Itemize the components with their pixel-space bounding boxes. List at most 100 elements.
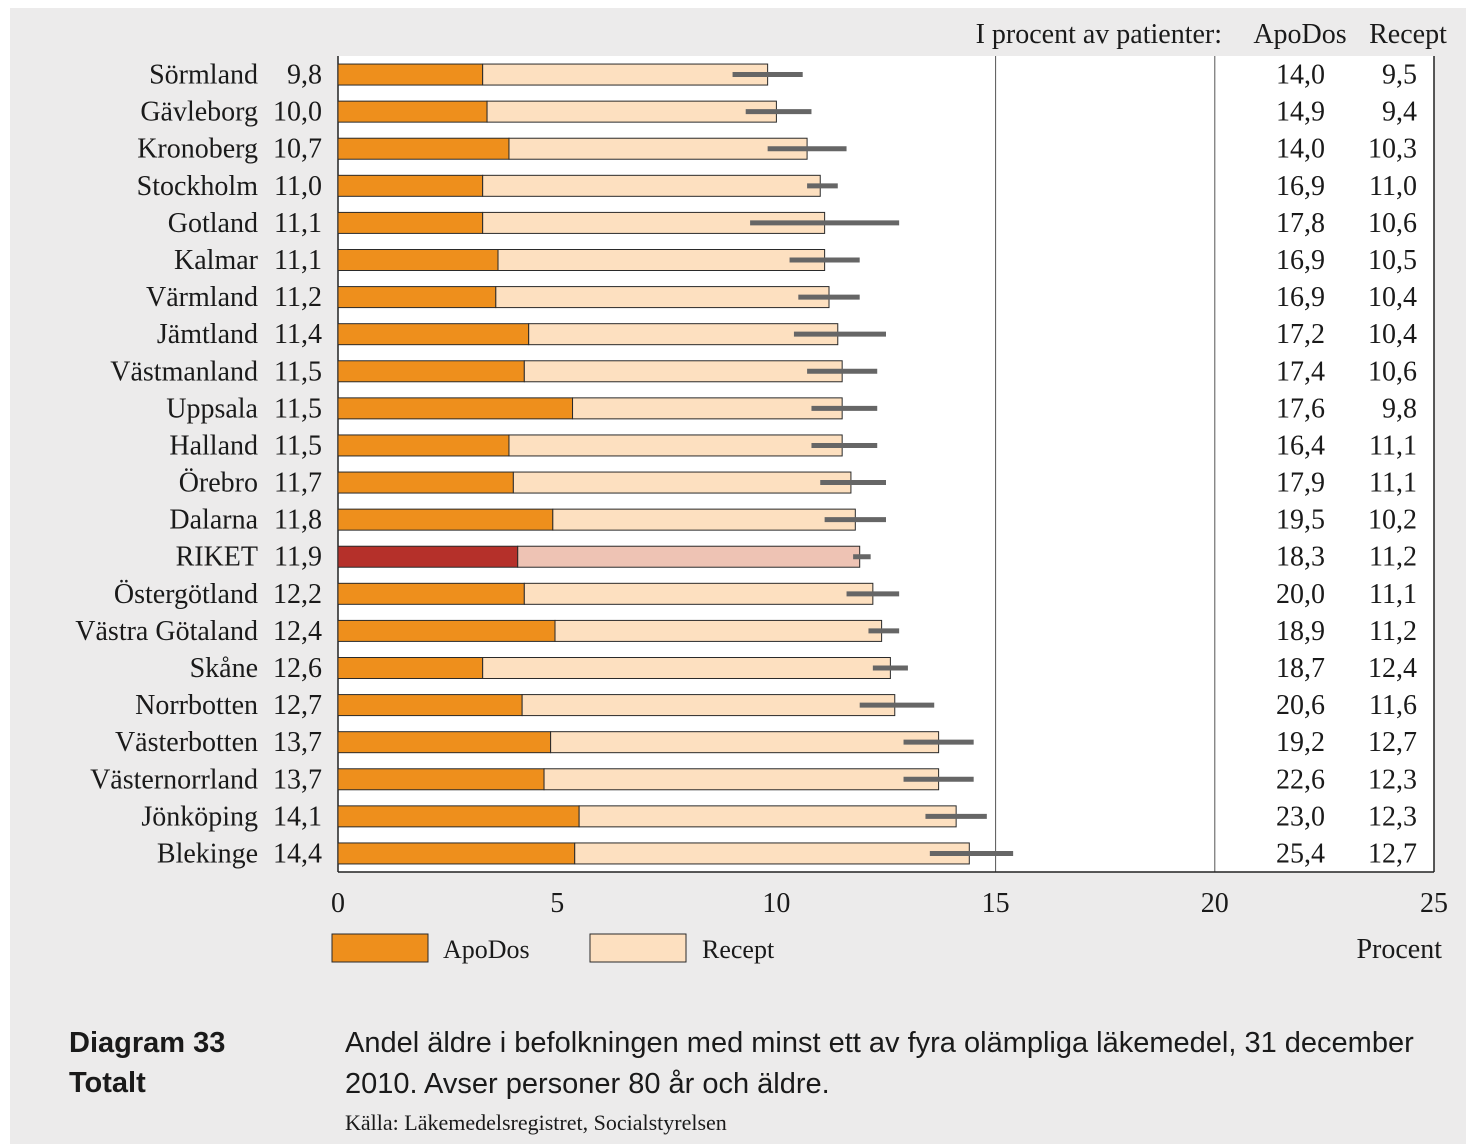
- table-apodos-value: 17,8: [1276, 208, 1325, 239]
- table-recept-value: 10,4: [1368, 282, 1417, 313]
- bar-recept: [524, 583, 873, 604]
- table-apodos-value: 16,4: [1276, 430, 1325, 461]
- bar-apodos: [338, 620, 555, 641]
- table-recept-value: 9,4: [1382, 97, 1417, 128]
- category-label: Västra Götaland: [75, 616, 258, 647]
- total-value-label: 11,4: [274, 319, 322, 350]
- table-recept-value: 10,2: [1368, 505, 1417, 536]
- category-label: Dalarna: [169, 505, 258, 536]
- figure-source: Källa: Läkemedelsregistret, Socialstyrel…: [345, 1110, 727, 1136]
- bar-apodos: [338, 732, 551, 753]
- x-axis-label: Procent: [1356, 934, 1442, 965]
- category-label: Halland: [169, 430, 258, 461]
- bar-recept: [513, 472, 851, 493]
- legend-label-recept: Recept: [702, 935, 775, 964]
- bar-recept: [579, 806, 956, 827]
- bar-apodos: [338, 546, 518, 567]
- bar-recept: [553, 509, 855, 530]
- bar-apodos: [338, 806, 579, 827]
- figure-caption: Andel äldre i befolkningen med minst ett…: [345, 1023, 1445, 1105]
- bar-apodos: [338, 101, 487, 122]
- category-label: Jönköping: [141, 801, 258, 832]
- x-tick-label: 25: [1420, 888, 1448, 919]
- legend-swatch-apodos: [332, 934, 428, 962]
- figure-panel: Sörmland 9,8 14,0 9,5 Gävleborg 10,0 14,9 9,4 Kr…: [10, 8, 1466, 1144]
- bar-apodos: [338, 287, 496, 308]
- bar-apodos: [338, 250, 498, 271]
- x-tick-label: 0: [331, 888, 345, 919]
- bar-recept: [509, 138, 807, 159]
- table-apodos-value: 18,7: [1276, 653, 1325, 684]
- category-label: Sörmland: [149, 60, 258, 91]
- table-apodos-value: 14,9: [1276, 97, 1325, 128]
- figure-label: Diagram 33 Totalt: [69, 1023, 225, 1103]
- bar-recept: [483, 64, 768, 85]
- figure-number: Diagram 33: [69, 1023, 225, 1063]
- category-label: Blekinge: [157, 838, 258, 869]
- total-value-label: 12,4: [273, 616, 322, 647]
- total-value-label: 12,6: [273, 653, 322, 684]
- table-recept-value: 12,7: [1368, 838, 1417, 869]
- table-recept-value: 12,4: [1368, 653, 1417, 684]
- bar-apodos: [338, 509, 553, 530]
- table-apodos-value: 22,6: [1276, 764, 1325, 795]
- bar-apodos: [338, 435, 509, 456]
- category-label: Skåne: [190, 653, 258, 684]
- table-column-apodos: ApoDos: [1253, 19, 1346, 50]
- category-label: Gävleborg: [140, 97, 258, 128]
- bar-apodos: [338, 361, 524, 382]
- category-label: Jämtland: [157, 319, 258, 350]
- table-column-recept: Recept: [1369, 19, 1447, 50]
- x-tick-label: 5: [550, 888, 564, 919]
- table-apodos-value: 17,9: [1276, 468, 1325, 499]
- category-label: Kalmar: [174, 245, 259, 276]
- bar-recept: [575, 843, 970, 864]
- table-apodos-value: 19,5: [1276, 505, 1325, 536]
- bar-recept: [573, 398, 843, 419]
- table-apodos-value: 18,9: [1276, 616, 1325, 647]
- total-value-label: 10,7: [273, 134, 322, 165]
- bar-apodos: [338, 769, 544, 790]
- bar-apodos: [338, 398, 573, 419]
- table-recept-value: 9,5: [1382, 60, 1417, 91]
- table-recept-value: 11,6: [1369, 690, 1417, 721]
- figure-subtitle: Totalt: [69, 1063, 225, 1103]
- table-recept-value: 12,3: [1368, 764, 1417, 795]
- bar-recept: [483, 175, 821, 196]
- bar-apodos: [338, 64, 483, 85]
- category-label: RIKET: [176, 542, 258, 573]
- bar-apodos: [338, 472, 513, 493]
- table-apodos-value: 17,4: [1276, 356, 1325, 387]
- table-recept-value: 11,2: [1369, 542, 1417, 573]
- bar-recept: [522, 695, 895, 716]
- bar-apodos: [338, 138, 509, 159]
- stacked-bar-chart: Sörmland 9,8 14,0 9,5 Gävleborg 10,0 14,9 9,4 Kr…: [10, 8, 1466, 1008]
- bar-recept: [487, 101, 776, 122]
- total-value-label: 11,5: [274, 430, 322, 461]
- legend-swatch-recept: [590, 934, 686, 962]
- total-value-label: 11,9: [274, 542, 322, 573]
- bar-apodos: [338, 324, 529, 345]
- x-tick-label: 15: [982, 888, 1010, 919]
- table-recept-value: 10,6: [1368, 356, 1417, 387]
- total-value-label: 11,5: [274, 393, 322, 424]
- table-apodos-value: 19,2: [1276, 727, 1325, 758]
- total-value-label: 9,8: [287, 60, 322, 91]
- total-value-label: 11,0: [274, 171, 322, 202]
- table-apodos-value: 16,9: [1276, 171, 1325, 202]
- bar-recept: [498, 250, 825, 271]
- table-recept-value: 11,0: [1369, 171, 1417, 202]
- bar-recept: [529, 324, 838, 345]
- category-label: Örebro: [179, 468, 258, 499]
- table-recept-value: 11,1: [1369, 430, 1417, 461]
- table-apodos-value: 20,0: [1276, 579, 1325, 610]
- table-apodos-value: 17,2: [1276, 319, 1325, 350]
- total-value-label: 11,7: [274, 468, 322, 499]
- bar-apodos: [338, 695, 522, 716]
- total-value-label: 11,8: [274, 505, 322, 536]
- table-recept-value: 12,7: [1368, 727, 1417, 758]
- table-apodos-value: 23,0: [1276, 801, 1325, 832]
- table-header-label: I procent av patienter:: [976, 19, 1222, 50]
- category-label: Västerbotten: [115, 727, 258, 758]
- table-recept-value: 10,6: [1368, 208, 1417, 239]
